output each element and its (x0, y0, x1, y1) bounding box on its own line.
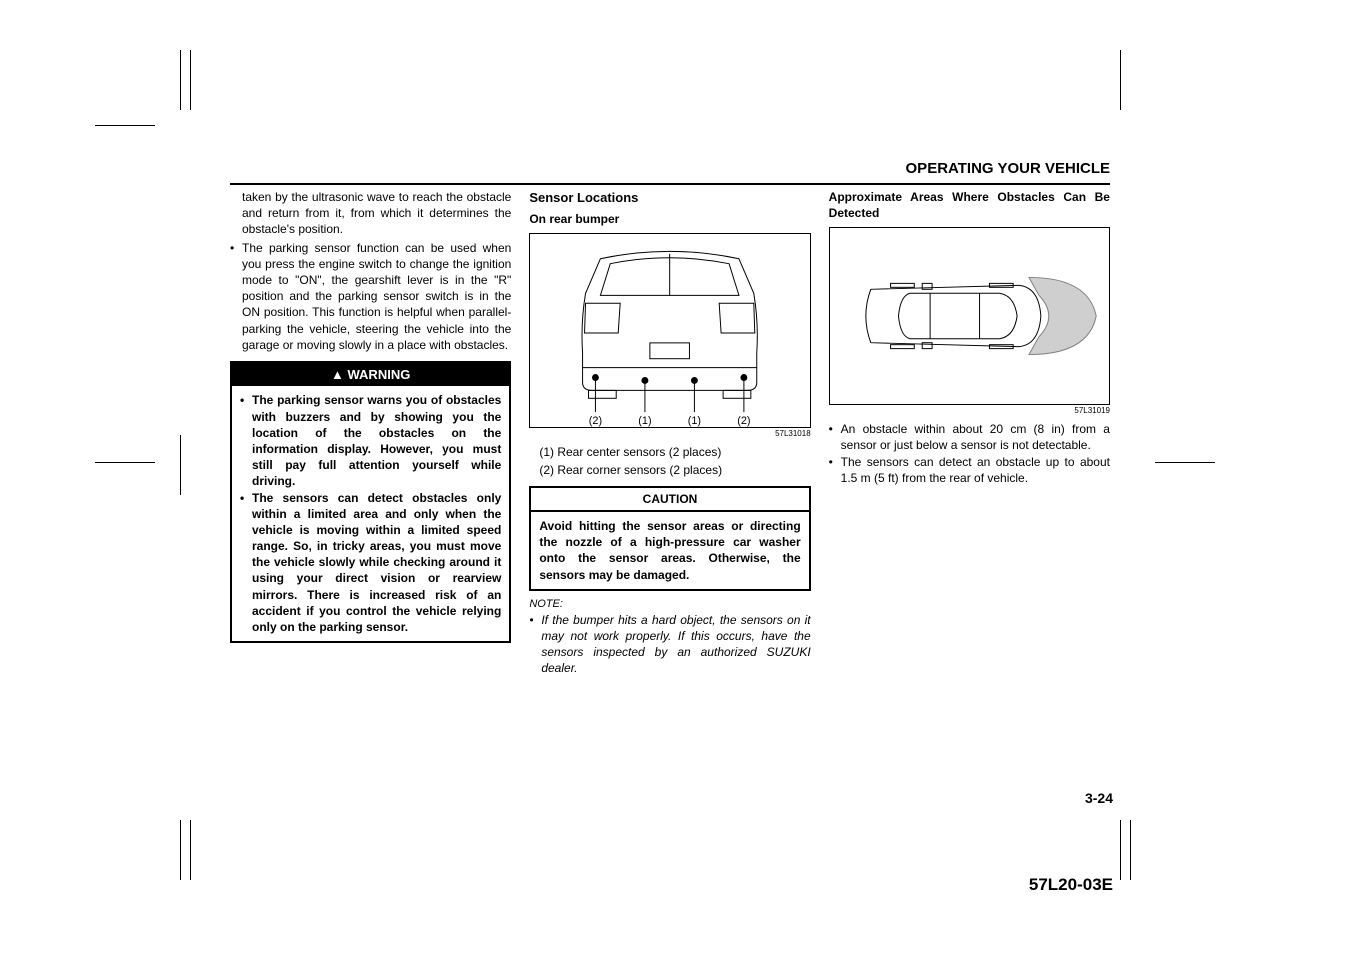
crop-mark (1120, 50, 1121, 110)
sensor-label-1: (1) (639, 415, 652, 427)
crop-mark (1130, 820, 1131, 880)
bullet-glyph: • (829, 454, 841, 486)
sensor-label-1: (1) (688, 415, 701, 427)
warning-label: WARNING (347, 367, 410, 382)
crop-mark (95, 125, 155, 126)
bullet-glyph: • (230, 240, 242, 353)
caution-body: Avoid hitting the sensor areas or direct… (531, 512, 808, 589)
sensor-legend-1: (1) Rear center sensors (2 places) (529, 444, 810, 460)
bullet-item: • An obstacle within about 20 cm (8 in) … (829, 421, 1110, 453)
bullet-glyph: • (240, 392, 252, 489)
warning-bullet: • The sensors can detect obstacles only … (240, 490, 501, 636)
rear-bumper-subheading: On rear bumper (529, 211, 810, 227)
caution-heading: CAUTION (531, 488, 808, 512)
crop-mark (180, 50, 181, 110)
bullet-text: The sensors can detect an obstacle up to… (841, 454, 1110, 486)
bullet-text: An obstacle within about 20 cm (8 in) fr… (841, 421, 1110, 453)
bullet-glyph: • (529, 612, 541, 677)
crop-mark (190, 820, 191, 880)
sensor-locations-heading: Sensor Locations (529, 189, 810, 207)
crop-mark (1120, 820, 1121, 880)
figure-code: 57L31018 (529, 429, 810, 440)
document-code: 57L20-03E (1029, 875, 1113, 895)
warning-text: The sensors can detect obstacles only wi… (252, 490, 501, 636)
bullet-item: • The parking sensor function can be use… (230, 240, 511, 353)
crop-mark (180, 820, 181, 880)
crop-mark (1155, 462, 1215, 463)
section-header: OPERATING YOUR VEHICLE (230, 160, 1110, 177)
three-column-layout: taken by the ultrasonic wave to reach th… (230, 189, 1110, 676)
sensor-label-2: (2) (738, 415, 751, 427)
crop-mark (95, 462, 155, 463)
column-2: Sensor Locations On rear bumper (529, 189, 810, 676)
sensor-label-2: (2) (589, 415, 602, 427)
bullet-glyph: • (240, 490, 252, 636)
car-top-svg (830, 228, 1109, 404)
warning-icon: ▲ (331, 367, 344, 382)
header-rule (230, 183, 1110, 185)
warning-heading: ▲ WARNING (232, 363, 509, 387)
crop-mark (180, 435, 181, 495)
bullet-item: • The sensors can detect an obstacle up … (829, 454, 1110, 486)
crop-mark (190, 50, 191, 110)
warning-text: The parking sensor warns you of obstacle… (252, 392, 501, 489)
warning-body: • The parking sensor warns you of obstac… (232, 386, 509, 641)
column-1: taken by the ultrasonic wave to reach th… (230, 189, 511, 676)
bullet-text: The parking sensor function can be used … (242, 240, 511, 353)
page-content: OPERATING YOUR VEHICLE taken by the ultr… (230, 160, 1110, 676)
figure-code: 57L31019 (829, 406, 1110, 417)
detection-area-figure (829, 227, 1110, 405)
warning-box: ▲ WARNING • The parking sensor warns you… (230, 361, 511, 643)
caution-box: CAUTION Avoid hitting the sensor areas o… (529, 486, 810, 591)
detection-areas-heading: Approximate Areas Where Obstacles Can Be… (829, 189, 1110, 221)
car-rear-svg: (2) (1) (1) (2) (530, 234, 809, 427)
sensor-legend-2: (2) Rear corner sensors (2 places) (529, 462, 810, 478)
note-text: If the bumper hits a hard object, the se… (541, 612, 810, 677)
note-bullet: • If the bumper hits a hard object, the … (529, 612, 810, 677)
rear-bumper-figure: (2) (1) (1) (2) (529, 233, 810, 428)
column-3: Approximate Areas Where Obstacles Can Be… (829, 189, 1110, 676)
warning-bullet: • The parking sensor warns you of obstac… (240, 392, 501, 489)
page-number: 3-24 (1085, 790, 1113, 806)
lead-paragraph: taken by the ultrasonic wave to reach th… (230, 189, 511, 238)
bullet-glyph: • (829, 421, 841, 453)
note-label: NOTE: (529, 597, 810, 612)
